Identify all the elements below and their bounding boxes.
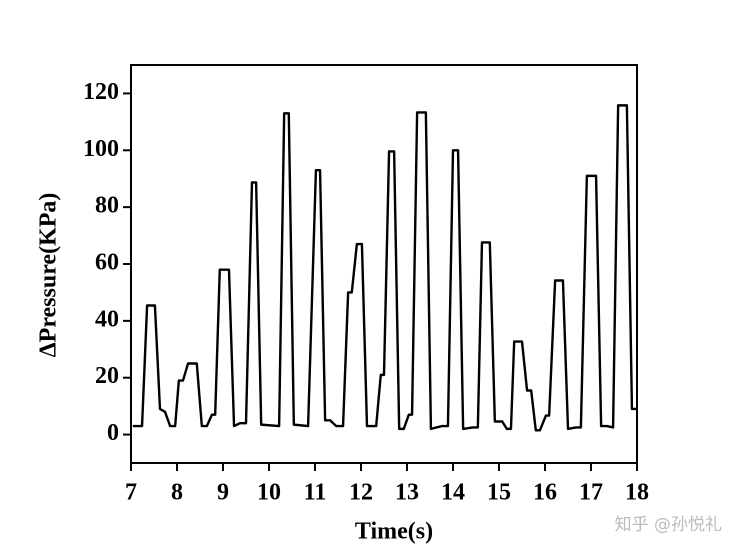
x-tick-label: 8 xyxy=(171,480,183,506)
x-tick-label: 18 xyxy=(625,480,649,506)
watermark: 知乎 @孙悦礼 xyxy=(615,515,722,535)
x-tick-label: 17 xyxy=(579,480,603,506)
x-tick-label: 7 xyxy=(125,480,137,506)
x-axis-label: Time(s) xyxy=(355,519,433,545)
x-tick-label: 10 xyxy=(257,480,281,506)
y-tick-label: 120 xyxy=(83,79,119,105)
x-tick-label: 12 xyxy=(349,480,373,506)
plot-frame xyxy=(130,64,638,464)
y-tick-label: 0 xyxy=(107,420,119,446)
x-tick-label: 13 xyxy=(395,480,419,506)
x-tick-label: 9 xyxy=(217,480,229,506)
y-axis-label: ΔPressure(KPa) xyxy=(36,193,62,358)
y-tick-label: 80 xyxy=(95,193,119,219)
y-tick-label: 40 xyxy=(95,306,119,332)
y-tick-label: 60 xyxy=(95,250,119,276)
x-tick-label: 16 xyxy=(533,480,557,506)
x-tick-label: 15 xyxy=(487,480,511,506)
x-tick-label: 11 xyxy=(304,480,327,506)
y-tick-label: 100 xyxy=(83,136,119,162)
data-line xyxy=(132,104,637,432)
x-tick-label: 14 xyxy=(441,480,465,506)
y-tick-label: 20 xyxy=(95,363,119,389)
